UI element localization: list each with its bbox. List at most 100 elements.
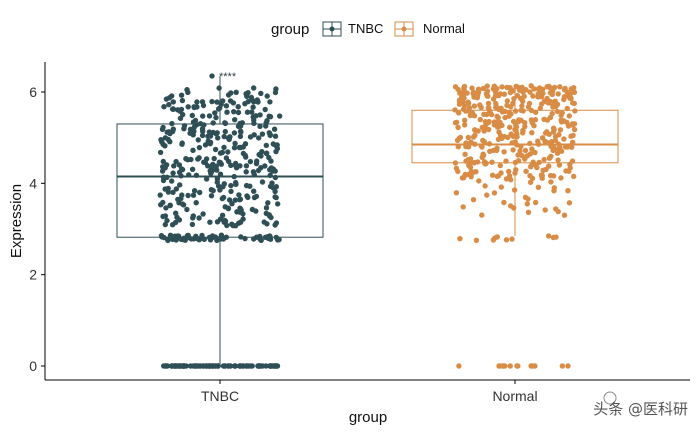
data-point <box>455 144 461 150</box>
data-point <box>190 192 197 198</box>
data-point <box>217 171 224 177</box>
data-point <box>164 174 170 180</box>
data-point <box>506 113 512 119</box>
data-point <box>469 110 476 116</box>
data-point <box>173 210 179 216</box>
data-point <box>273 142 279 149</box>
data-point <box>513 122 519 129</box>
data-point <box>561 212 568 218</box>
data-point <box>210 120 216 126</box>
data-point <box>167 202 173 209</box>
data-point <box>188 156 194 163</box>
data-point <box>476 178 482 184</box>
data-point <box>513 167 519 173</box>
data-point <box>217 159 223 166</box>
data-point <box>465 100 472 107</box>
data-point <box>528 83 534 89</box>
data-point <box>267 131 273 138</box>
data-point <box>491 190 498 196</box>
data-point <box>525 104 532 110</box>
data-point <box>271 126 278 132</box>
data-point <box>258 90 264 97</box>
data-point <box>464 90 470 96</box>
data-point <box>215 106 222 112</box>
data-point <box>179 201 186 207</box>
data-point <box>184 206 190 213</box>
data-point <box>530 93 536 99</box>
data-point <box>267 183 274 190</box>
data-point <box>205 163 211 169</box>
data-point <box>508 177 514 183</box>
data-point <box>170 99 176 105</box>
data-point <box>160 199 166 206</box>
data-point <box>251 188 257 194</box>
data-point <box>273 194 279 201</box>
data-point <box>480 137 486 144</box>
data-point <box>465 134 471 141</box>
data-point <box>566 113 572 119</box>
data-point <box>258 153 264 159</box>
data-point <box>207 139 214 146</box>
data-point <box>235 104 241 110</box>
data-point <box>535 138 541 144</box>
data-point <box>256 135 262 141</box>
data-point <box>273 184 279 190</box>
data-point <box>231 145 238 151</box>
data-point <box>237 128 244 134</box>
data-point <box>572 108 578 114</box>
data-point <box>207 237 214 243</box>
data-point <box>212 146 219 153</box>
data-point <box>453 190 460 196</box>
data-point-zero <box>173 363 179 369</box>
data-point <box>472 127 478 133</box>
data-point <box>496 123 503 129</box>
data-point <box>178 173 184 179</box>
data-point <box>157 192 163 198</box>
data-point <box>171 163 177 169</box>
data-point <box>222 120 228 126</box>
data-point <box>489 159 495 165</box>
data-point <box>257 112 263 118</box>
data-point <box>565 123 572 129</box>
data-point <box>183 156 189 162</box>
data-point-zero <box>529 363 536 369</box>
data-point <box>181 235 187 241</box>
data-point <box>528 107 535 114</box>
data-point <box>201 236 207 242</box>
data-point <box>452 160 459 166</box>
data-point-zero <box>256 363 262 369</box>
data-point <box>159 234 165 240</box>
data-point <box>535 184 542 190</box>
data-point <box>498 170 504 176</box>
data-point <box>547 98 553 105</box>
data-point <box>481 128 487 134</box>
data-point <box>462 122 468 128</box>
data-point <box>251 85 257 91</box>
data-point <box>499 84 505 90</box>
box-group-normal <box>411 83 619 369</box>
data-point <box>189 112 195 119</box>
data-point <box>229 201 235 207</box>
data-point <box>473 237 480 243</box>
data-point <box>264 150 270 156</box>
legend: group TNBC Normal <box>271 21 465 38</box>
data-point <box>551 185 557 191</box>
data-point <box>206 113 213 119</box>
data-point <box>493 100 499 107</box>
watermark: 头条 @医科研 <box>593 391 688 418</box>
data-point <box>191 124 198 130</box>
data-point <box>195 156 201 162</box>
x-tick-label: TNBC <box>201 388 239 404</box>
data-point-zero <box>496 363 502 369</box>
data-point <box>223 234 229 240</box>
data-point <box>257 233 263 240</box>
data-point-zero <box>215 363 221 369</box>
legend-title: group <box>271 21 309 38</box>
data-point <box>223 103 230 109</box>
watermark-icon <box>603 391 617 405</box>
data-point <box>480 85 487 92</box>
data-point <box>243 163 250 169</box>
data-point <box>538 101 545 107</box>
data-point <box>237 133 244 140</box>
